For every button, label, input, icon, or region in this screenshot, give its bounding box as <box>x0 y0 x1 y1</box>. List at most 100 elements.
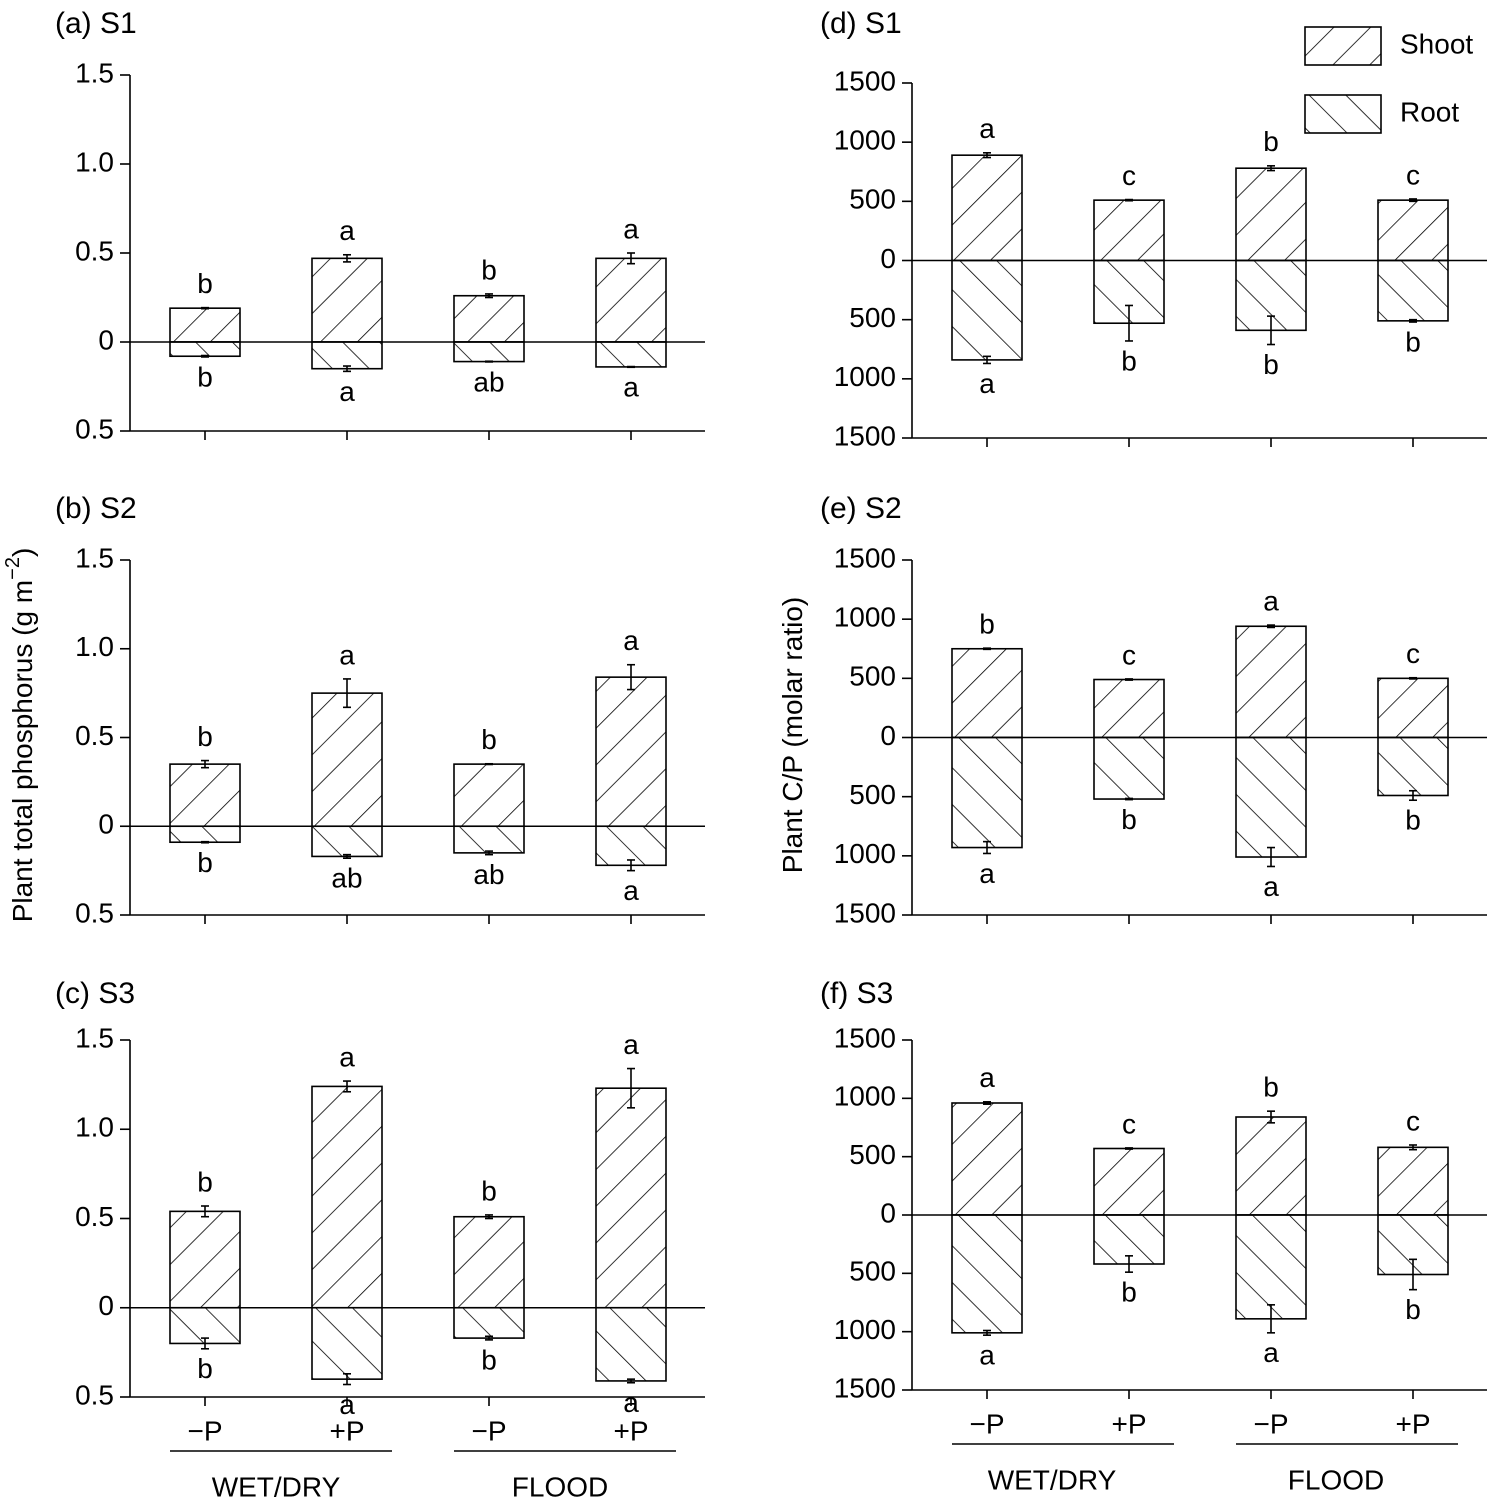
bar <box>1377 736 1449 797</box>
x-tick-label: −P <box>471 1415 506 1446</box>
y-tick-label: 0.5 <box>75 1379 114 1410</box>
error-bar <box>485 360 493 363</box>
bar <box>453 763 525 828</box>
error-bar <box>1125 797 1133 801</box>
y-tick-label: 1500 <box>834 65 896 96</box>
significance-letter: b <box>197 361 213 392</box>
bar <box>1235 1116 1307 1216</box>
significance-letter: a <box>979 1062 995 1093</box>
y-tick-label: 0 <box>880 243 896 274</box>
significance-letter: b <box>481 254 497 285</box>
error-bar <box>1267 846 1275 868</box>
error-bar <box>201 759 209 769</box>
y-tick-label: 1000 <box>834 1081 896 1112</box>
significance-letter: b <box>481 724 497 755</box>
significance-letter: b <box>1405 326 1421 357</box>
bar <box>1377 677 1449 739</box>
y-tick-label: 1.5 <box>75 1022 114 1053</box>
legend-swatch <box>1304 94 1382 134</box>
significance-letter: b <box>197 268 213 299</box>
y-tick-label: 1.0 <box>75 631 114 662</box>
error-bar <box>627 1067 635 1109</box>
y-tick-label: 0.5 <box>75 235 114 266</box>
significance-letter: a <box>1263 871 1279 902</box>
error-bar <box>343 253 351 263</box>
error-bar <box>1409 198 1417 203</box>
bar <box>951 154 1023 262</box>
error-bar <box>1267 165 1275 172</box>
error-bar <box>343 678 351 709</box>
bar <box>311 692 383 828</box>
bar <box>453 294 525 343</box>
bar <box>311 825 383 858</box>
x-tick-label: −P <box>187 1415 222 1446</box>
error-bar <box>201 306 209 310</box>
error-bar <box>485 293 493 299</box>
x-tick-label: −P <box>969 1408 1004 1439</box>
bar <box>1377 1146 1449 1216</box>
significance-letter: b <box>1121 345 1137 376</box>
y-tick-label: 500 <box>849 1139 896 1170</box>
y-axis-title: Plant C/P (molar ratio) <box>777 597 808 873</box>
error-bar <box>627 365 635 369</box>
y-axis-title-part: Plant C/P (molar ratio) <box>777 597 808 873</box>
group-label: WET/DRY <box>212 1471 341 1502</box>
y-tick-label: 500 <box>849 1256 896 1287</box>
y-tick-label: 1000 <box>834 125 896 156</box>
significance-letter: a <box>339 639 355 670</box>
significance-letter: a <box>1263 1337 1279 1368</box>
significance-letter: a <box>623 372 639 403</box>
y-tick-label: 1.5 <box>75 57 114 88</box>
bar <box>453 341 525 363</box>
significance-letter: a <box>623 625 639 656</box>
error-bar <box>1267 1304 1275 1334</box>
error-bar <box>201 1205 209 1218</box>
bar <box>595 341 667 368</box>
panel-title: (b) S2 <box>55 492 137 525</box>
significance-letter: c <box>1122 1108 1136 1139</box>
bar <box>1377 199 1449 262</box>
y-tick-label: 1500 <box>834 897 896 928</box>
error-bar <box>485 850 493 856</box>
bar <box>595 676 667 828</box>
y-tick-label: 0 <box>98 809 114 840</box>
error-bar <box>201 1337 209 1350</box>
error-bar <box>1409 318 1417 323</box>
group-label: WET/DRY <box>988 1464 1117 1495</box>
bar <box>453 1306 525 1339</box>
bar <box>1093 1147 1165 1216</box>
significance-letter: a <box>339 1389 355 1420</box>
bar <box>1093 678 1165 739</box>
bar <box>311 1085 383 1309</box>
significance-letter: a <box>979 368 995 399</box>
error-bar <box>343 365 351 373</box>
y-tick-label: 0 <box>98 324 114 355</box>
significance-letter: b <box>481 1175 497 1206</box>
significance-letter: a <box>623 213 639 244</box>
bar <box>453 825 525 854</box>
error-bar <box>627 663 635 691</box>
bar <box>595 1087 667 1309</box>
significance-letter: b <box>1263 126 1279 157</box>
panel-title: (a) S1 <box>55 7 137 40</box>
y-tick-label: 1000 <box>834 361 896 392</box>
y-tick-label: 1500 <box>834 420 896 451</box>
bar <box>951 736 1023 849</box>
significance-letter: b <box>197 847 213 878</box>
y-axis-title-part: Plant total phosphorus (g m <box>7 580 38 922</box>
error-bar <box>1125 304 1133 342</box>
y-axis-title: Plant total phosphorus (g m−2) <box>2 548 38 923</box>
y-tick-label: 0.5 <box>75 897 114 928</box>
bar <box>951 1214 1023 1334</box>
bar <box>169 763 241 828</box>
y-tick-label: 1.0 <box>75 146 114 177</box>
bar <box>169 307 241 343</box>
significance-letter: c <box>1406 159 1420 190</box>
bar <box>1093 199 1165 262</box>
significance-letter: b <box>197 1353 213 1384</box>
x-tick-label: +P <box>329 1415 364 1446</box>
bar <box>453 1215 525 1309</box>
group-label: FLOOD <box>1288 1464 1384 1495</box>
error-bar <box>983 355 991 365</box>
